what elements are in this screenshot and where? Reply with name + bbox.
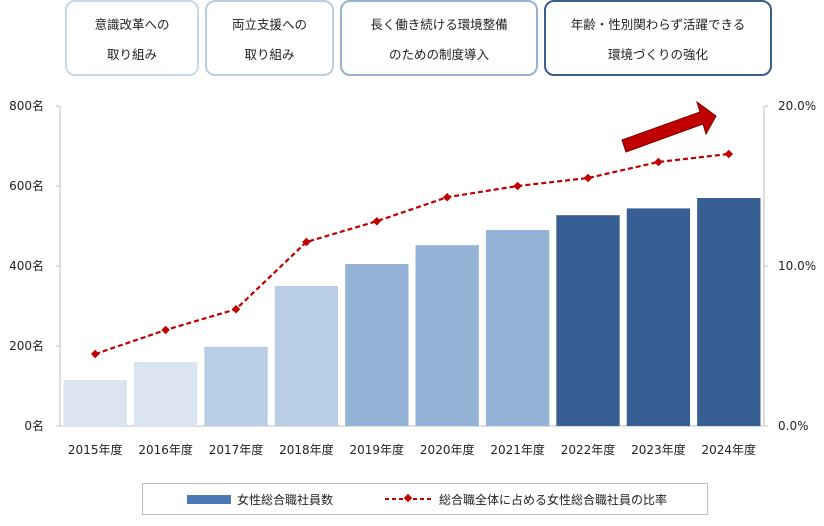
ratio-marker-2022年度	[583, 173, 593, 183]
right-tick-label: 20.0%	[778, 99, 816, 113]
legend-item-line: 総合職全体に占める女性総合職社員の比率	[383, 484, 667, 514]
bar-2022年度	[556, 215, 620, 426]
combo-chart: 0名 200名 400名 600名 800名 0.0% 10.0% 20.0% 2015年度 20…	[9, 98, 816, 457]
bar-2015年度	[63, 380, 127, 426]
category-label: 2024年度	[702, 442, 757, 457]
category-label: 2019年度	[350, 442, 405, 457]
ratio-marker-2020年度	[442, 192, 452, 202]
bar-2017年度	[204, 346, 268, 426]
phase-3-line1: 長く働き続ける環境整備	[370, 17, 508, 32]
left-tick-label: 0名	[24, 418, 44, 433]
phase-2-line2: 取り組み	[244, 47, 295, 62]
category-label: 2020年度	[420, 442, 475, 457]
phase-4-line1: 年齢・性別関わらず活躍できる	[570, 17, 746, 32]
phase-box-3: 長く働き続ける環境整備 のための制度導入	[340, 0, 538, 76]
phase-1-line1: 意識改革への	[94, 17, 170, 32]
left-tick-label: 400名	[9, 258, 44, 273]
ratio-marker-2016年度	[161, 325, 170, 335]
legend-bar-swatch	[187, 494, 231, 504]
chart-legend: 女性総合職社員数 総合職全体に占める女性総合職社員の比率	[142, 483, 708, 515]
trend-arrow-icon	[621, 100, 717, 153]
ratio-marker-2023年度	[654, 157, 663, 167]
bar-2018年度	[274, 286, 339, 426]
phase-box-2: 両立支援への 取り組み	[205, 0, 334, 76]
legend-line-swatch	[385, 493, 433, 503]
legend-item-bars: 女性総合職社員数	[187, 484, 333, 514]
ratio-marker-2018年度	[302, 237, 311, 247]
ratio-marker-2015年度	[90, 349, 100, 359]
bar-2023年度	[626, 208, 691, 426]
bar-2021年度	[485, 230, 550, 426]
legend-line-label: 総合職全体に占める女性総合職社員の比率	[439, 492, 668, 507]
phase-box-4: 年齢・性別関わらず活躍できる 環境づくりの強化	[544, 0, 772, 76]
ratio-marker-2017年度	[231, 304, 241, 314]
ratio-marker-2019年度	[372, 216, 382, 226]
right-tick-label: 10.0%	[778, 259, 816, 273]
left-tick-label: 200名	[9, 338, 44, 353]
bar-2019年度	[345, 264, 409, 426]
ratio-marker-2021年度	[513, 181, 522, 191]
phase-3-line2: のための制度導入	[388, 47, 489, 62]
category-label: 2017年度	[209, 442, 264, 457]
ratio-marker-2024年度	[724, 149, 734, 159]
right-tick-label: 0.0%	[778, 419, 809, 433]
category-label: 2021年度	[490, 442, 545, 457]
category-label: 2016年度	[138, 442, 193, 457]
category-label: 2023年度	[631, 442, 686, 457]
category-label: 2022年度	[561, 442, 616, 457]
ratio-line	[94, 152, 729, 356]
bar-2016年度	[133, 362, 198, 426]
phase-1-line2: 取り組み	[106, 47, 157, 62]
left-tick-label: 600名	[9, 178, 44, 193]
bar-2024年度	[697, 198, 761, 426]
bar-2020年度	[415, 245, 479, 426]
phase-box-1: 意識改革への 取り組み	[65, 0, 199, 76]
category-label: 2018年度	[279, 442, 334, 457]
category-label: 2015年度	[68, 442, 123, 457]
phase-4-line2: 環境づくりの強化	[607, 47, 708, 62]
phase-2-line1: 両立支援への	[231, 17, 307, 32]
left-tick-label: 800名	[9, 98, 44, 113]
legend-bar-label: 女性総合職社員数	[237, 492, 334, 507]
